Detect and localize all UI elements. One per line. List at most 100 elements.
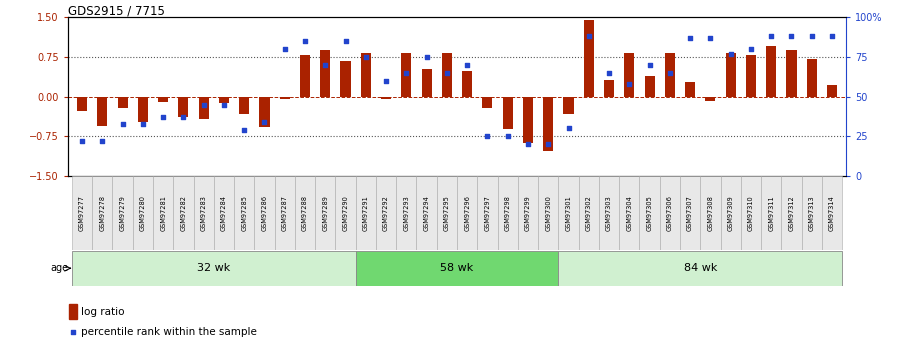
Bar	[665, 53, 675, 97]
Point	[278, 46, 292, 52]
Text: age: age	[51, 263, 69, 273]
Text: GSM97296: GSM97296	[464, 195, 471, 231]
Text: GSM97302: GSM97302	[586, 195, 592, 231]
Bar	[781, 176, 802, 250]
Bar	[604, 80, 614, 97]
Text: GSM97291: GSM97291	[363, 195, 369, 231]
Bar	[462, 71, 472, 97]
Point	[520, 141, 535, 147]
Text: GSM97278: GSM97278	[100, 195, 105, 231]
Text: GSM97313: GSM97313	[809, 195, 814, 231]
Point	[703, 35, 718, 41]
Point	[237, 127, 252, 133]
Point	[460, 62, 474, 68]
Bar	[502, 97, 513, 129]
Bar	[376, 176, 396, 250]
Point	[662, 70, 677, 76]
Bar	[356, 176, 376, 250]
Point	[358, 54, 373, 60]
Point	[156, 115, 170, 120]
Bar	[538, 176, 558, 250]
Bar	[112, 176, 133, 250]
Point	[785, 33, 799, 39]
Bar	[239, 97, 249, 114]
Point	[379, 78, 394, 83]
Point	[744, 46, 758, 52]
Bar	[92, 176, 112, 250]
Bar	[396, 176, 416, 250]
Point	[298, 38, 312, 44]
Point	[216, 102, 231, 107]
Point	[723, 51, 738, 57]
Text: GSM97312: GSM97312	[788, 195, 795, 231]
Point	[136, 121, 150, 126]
Bar	[700, 176, 720, 250]
Text: GSM97295: GSM97295	[443, 195, 450, 231]
Bar	[624, 53, 634, 97]
Point	[318, 62, 332, 68]
Text: GSM97280: GSM97280	[140, 195, 146, 231]
Bar	[69, 304, 77, 319]
Bar	[71, 176, 92, 250]
Bar	[746, 55, 756, 97]
Text: log ratio: log ratio	[81, 307, 124, 317]
Bar	[320, 50, 330, 97]
Bar	[118, 97, 128, 108]
Text: GSM97282: GSM97282	[180, 195, 186, 231]
Point	[176, 115, 191, 120]
Bar	[599, 176, 619, 250]
Bar	[518, 176, 538, 250]
Text: GDS2915 / 7715: GDS2915 / 7715	[68, 4, 165, 17]
Text: GSM97284: GSM97284	[221, 195, 227, 231]
Text: GSM97309: GSM97309	[728, 195, 734, 231]
Bar	[578, 176, 599, 250]
Bar	[827, 85, 837, 97]
Text: GSM97287: GSM97287	[281, 195, 288, 231]
Text: 58 wk: 58 wk	[441, 263, 473, 273]
Point	[75, 138, 90, 144]
Bar	[786, 50, 796, 97]
Point	[805, 33, 819, 39]
Text: GSM97298: GSM97298	[505, 195, 510, 231]
Text: GSM97306: GSM97306	[667, 195, 672, 231]
Bar	[822, 176, 843, 250]
Bar	[644, 77, 654, 97]
Bar	[97, 97, 108, 126]
Bar	[802, 176, 822, 250]
Bar	[254, 176, 274, 250]
Bar	[498, 176, 518, 250]
Bar	[361, 53, 371, 97]
Text: GSM97279: GSM97279	[119, 195, 126, 231]
Bar	[138, 97, 148, 122]
Bar	[685, 82, 695, 97]
Point	[824, 33, 839, 39]
Point	[561, 126, 576, 131]
Point	[602, 70, 616, 76]
Text: GSM97301: GSM97301	[566, 195, 571, 231]
Point	[643, 62, 657, 68]
Bar	[340, 61, 350, 97]
Point	[500, 134, 515, 139]
Bar	[336, 176, 356, 250]
Bar	[153, 176, 173, 250]
Text: GSM97303: GSM97303	[606, 195, 612, 231]
Point	[440, 70, 454, 76]
Bar	[584, 20, 594, 97]
Bar	[767, 46, 776, 97]
Point	[764, 33, 778, 39]
Bar	[705, 97, 716, 101]
Point	[683, 35, 698, 41]
Text: GSM97289: GSM97289	[322, 195, 329, 231]
Bar	[761, 176, 781, 250]
Text: GSM97283: GSM97283	[201, 195, 206, 231]
Text: 84 wk: 84 wk	[683, 263, 717, 273]
Bar	[523, 97, 533, 143]
Bar	[437, 176, 457, 250]
Bar	[178, 97, 188, 117]
Point	[541, 141, 556, 147]
Text: GSM97300: GSM97300	[545, 195, 551, 231]
Text: GSM97314: GSM97314	[829, 195, 835, 231]
Text: GSM97290: GSM97290	[343, 195, 348, 231]
Bar	[741, 176, 761, 250]
Bar	[401, 53, 412, 97]
